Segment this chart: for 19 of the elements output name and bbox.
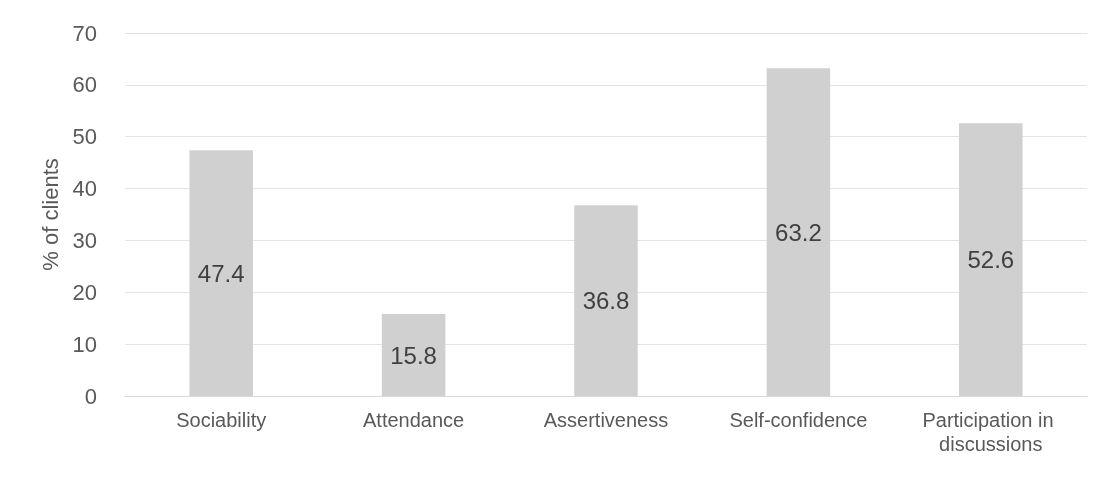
data-label: 52.6 <box>967 246 1015 274</box>
y-tick-label: 50 <box>72 124 97 150</box>
data-label: 15.8 <box>390 341 437 369</box>
y-tick-label: 70 <box>72 20 97 46</box>
y-tick-label: 60 <box>72 72 97 98</box>
data-label: 63.2 <box>775 218 822 246</box>
y-tick-label: 40 <box>72 176 97 202</box>
x-tick-label: Assertiveness <box>543 409 669 431</box>
y-tick-label: 20 <box>72 279 97 305</box>
x-tick-label: Attendance <box>363 409 465 431</box>
x-tick-label: Sociability <box>176 409 267 431</box>
y-tick-label: 0 <box>84 383 97 409</box>
y-tick-label: 30 <box>72 227 97 253</box>
y-tick-label: 10 <box>72 331 97 357</box>
data-label: 47.4 <box>197 259 245 287</box>
y-axis-title: % of clients <box>38 158 64 271</box>
data-label: 36.8 <box>582 287 630 315</box>
x-tick-label: Self-confidence <box>729 409 868 431</box>
x-tick-label: Participation in discussions <box>922 409 1060 455</box>
